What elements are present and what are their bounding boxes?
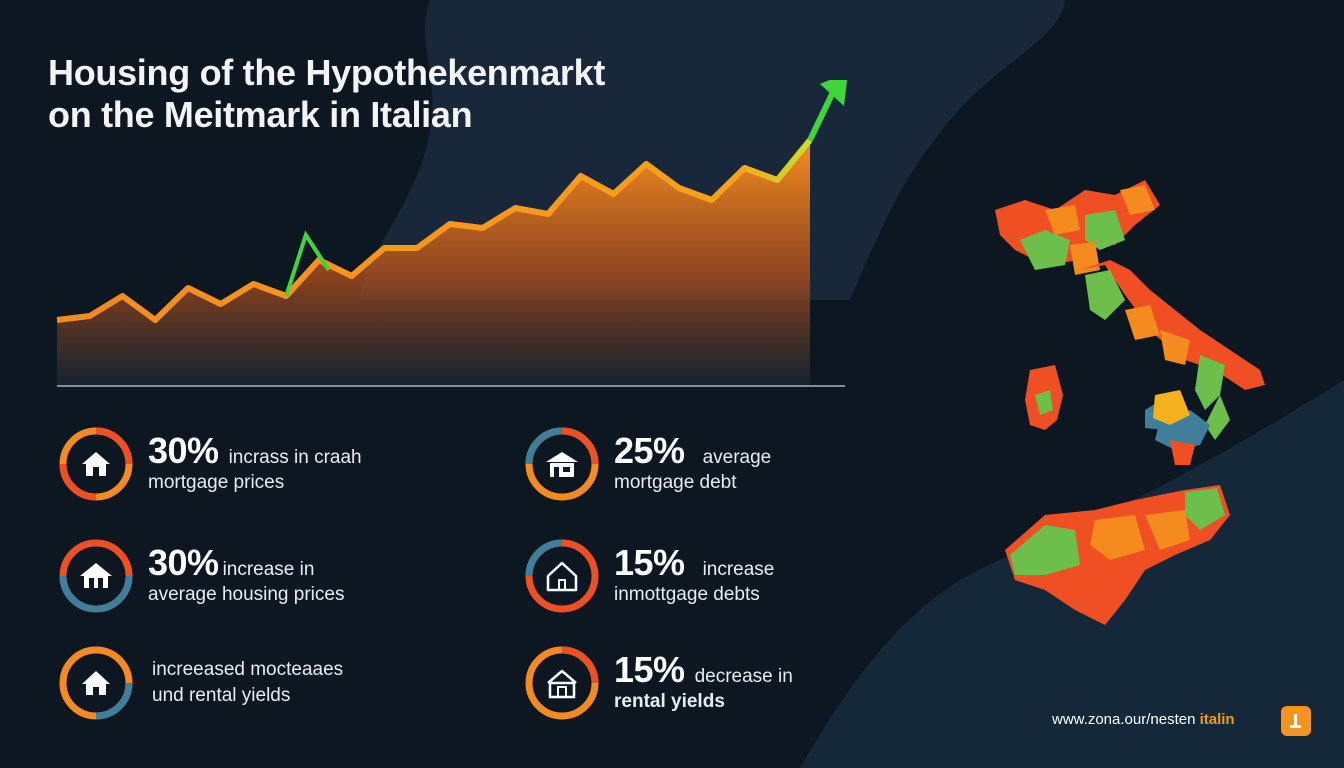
title-line-2: on the Meitmark in Italian [48, 94, 473, 135]
stat-ring-6 [524, 645, 600, 721]
brand-logo-icon [1281, 706, 1311, 736]
stat-ring-1 [58, 426, 134, 502]
stat-ring-3 [58, 538, 134, 614]
stat-2-text-line-2: mortgage debt [614, 472, 737, 493]
stat-5-text-line-2: und rental yields [152, 685, 291, 706]
chart-highlight-segment [284, 230, 331, 297]
house-icon [80, 563, 112, 588]
stat-6-text-line-1: decrease in [694, 666, 793, 687]
stat-6-value: 15% [614, 649, 685, 690]
stat-3-value: 30% [148, 542, 219, 583]
map-sicily [1005, 485, 1230, 625]
stat-3-text-line-1: increase in [222, 559, 315, 580]
stat-ring-4 [524, 538, 600, 614]
stat-3-text-line-2: average housing prices [148, 584, 345, 605]
house-icon [547, 669, 577, 699]
stat-card-3: 30% increase in average housing prices [58, 536, 344, 616]
footer-url[interactable]: www.zona.our/nesten [1052, 711, 1200, 728]
stat-6-text-line-2: rental yields [614, 691, 725, 712]
stat-5-text-line-1: increeased mocteaaes [152, 659, 344, 680]
footer-text: www.zona.our/nesten italin [1052, 711, 1235, 728]
map-sardinia [1025, 365, 1063, 430]
stat-card-4: 15% increase inmottgage debts [524, 536, 774, 616]
stat-card-1: 30% incrass in craah mortgage prices [58, 424, 362, 504]
trend-arrow-head-icon [820, 80, 848, 106]
chart-series-line [56, 138, 813, 323]
stat-card-5: increeased mocteaaes und rental yields [58, 643, 343, 723]
stat-4-text-line-1: increase [702, 559, 775, 580]
footer-brand: italin [1199, 711, 1235, 728]
stat-2-text-line-1: average [702, 447, 772, 468]
stat-4-value: 15% [614, 542, 685, 583]
house-icon [546, 452, 578, 477]
trend-arrow-shaft [807, 88, 837, 142]
stat-card-2: 25% average mortgage debt [524, 424, 771, 504]
page-title: Housing of the Hypothekenmarkt on the Me… [48, 52, 605, 136]
map-north-region [995, 180, 1160, 275]
stat-ring-2 [524, 426, 600, 502]
house-icon [82, 671, 110, 695]
stat-ring-5 [58, 645, 134, 721]
italy-map [995, 180, 1265, 625]
map-peninsula [1080, 260, 1265, 465]
stat-1-text-line-1: incrass in craah [228, 447, 362, 468]
house-icon [82, 452, 110, 476]
stat-card-6: 15% decrease in rental yields [524, 643, 793, 723]
stat-2-value: 25% [614, 430, 685, 471]
stat-1-text-line-2: mortgage prices [148, 472, 285, 493]
title-line-1: Housing of the Hypothekenmarkt [48, 52, 606, 93]
house-outline-icon [546, 561, 578, 592]
chart-area-fill [57, 140, 810, 386]
stat-1-value: 30% [148, 430, 219, 471]
price-trend-chart [56, 80, 848, 387]
stat-4-text-line-2: inmottgage debts [614, 584, 760, 605]
